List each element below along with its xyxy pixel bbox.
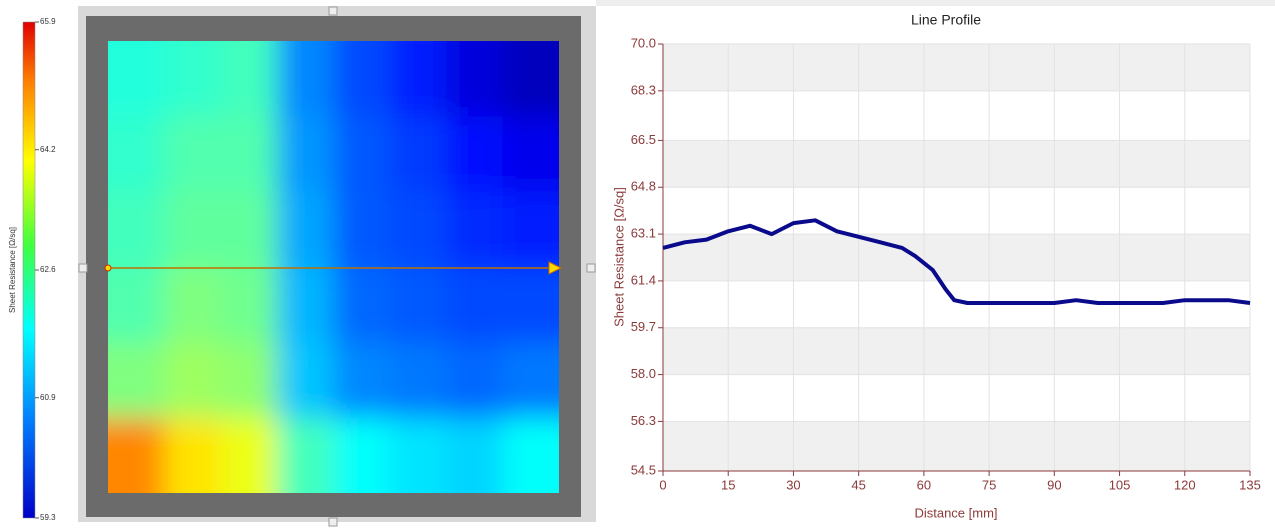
heatmap-cell — [108, 191, 165, 268]
y-tick-label: 66.5 — [631, 132, 656, 147]
heatmap-cell — [389, 267, 447, 343]
x-tick-label: 120 — [1174, 477, 1196, 492]
profile-start[interactable] — [104, 264, 112, 272]
heatmap-cell — [502, 342, 559, 419]
grid-band — [663, 44, 1250, 91]
y-tick-label: 58.0 — [631, 366, 656, 381]
handle[interactable] — [78, 263, 88, 273]
heatmap-cell — [164, 116, 222, 193]
heatmap-cell — [389, 342, 447, 419]
heatmap-cell — [446, 41, 504, 117]
handle[interactable] — [586, 263, 596, 273]
profile-curve — [662, 218, 1251, 305]
heatmap-cell — [333, 342, 391, 419]
colorbar — [22, 21, 36, 519]
x-tick-label: 90 — [1047, 477, 1061, 492]
handle[interactable] — [328, 517, 338, 527]
x-tick-label: 135 — [1239, 477, 1261, 492]
y-tick-label: 68.3 — [631, 82, 656, 97]
colorbar-label: Sheet Resistance [Ω/sq] — [8, 227, 17, 313]
heatmap-cell — [277, 267, 334, 343]
heatmap-cell — [333, 41, 391, 117]
heatmap-cell — [220, 116, 278, 193]
heatmap-cell — [277, 116, 334, 193]
heatmap-cell — [446, 342, 504, 419]
y-tick-label: 63.1 — [631, 226, 656, 241]
heatmap-cell — [333, 116, 391, 193]
y-tick-label: 56.3 — [631, 413, 656, 428]
heatmap-cell — [164, 342, 222, 419]
heatmap-cell — [277, 191, 334, 268]
y-tick-label: 59.7 — [631, 319, 656, 334]
x-tick-label: 15 — [721, 477, 735, 492]
heatmap-cell — [220, 342, 278, 419]
x-tick-label: 30 — [786, 477, 800, 492]
heatmap-cell — [108, 267, 165, 343]
heatmap-cell — [389, 417, 447, 493]
heatmap-cell — [220, 267, 278, 343]
chart-title: Line Profile — [911, 12, 981, 28]
heatmap-cell — [502, 116, 559, 193]
heatmap-cell — [108, 116, 165, 193]
heatmap-cell — [333, 267, 391, 343]
heatmap-cell — [108, 417, 165, 493]
y-tick-label: 70.0 — [631, 35, 656, 50]
heatmap-cell — [164, 267, 222, 343]
y-axis-label: Sheet Resistance [Ω/sq] — [611, 187, 626, 327]
grid-band — [663, 140, 1250, 188]
heatmap-cell — [277, 41, 334, 117]
grid-band — [663, 234, 1250, 281]
x-tick-label: 75 — [982, 477, 996, 492]
heatmap-cell — [446, 267, 504, 343]
heatmap-cell — [446, 417, 504, 493]
heatmap-cell — [446, 191, 504, 268]
x-tick-label: 45 — [851, 477, 865, 492]
y-tick-label: 64.8 — [631, 179, 656, 194]
x-tick-label: 60 — [917, 477, 931, 492]
heatmap-cell — [108, 41, 165, 117]
heatmap-cell — [164, 417, 222, 493]
grid-band — [663, 421, 1250, 471]
heatmap-cell — [277, 342, 334, 419]
heatmap-cell — [220, 191, 278, 268]
heatmap-cell — [446, 116, 504, 193]
heatmap-cell — [389, 116, 447, 193]
colorbar-tick-label: 59.3 — [40, 513, 56, 522]
heatmap-cell — [333, 191, 391, 268]
heatmap-cell — [220, 41, 278, 117]
heatmap-cell — [502, 191, 559, 268]
heatmap-cell — [164, 41, 222, 117]
colorbar-tick-label: 60.9 — [40, 393, 56, 402]
heatmap-cell — [333, 417, 391, 493]
heatmap — [108, 41, 559, 493]
heatmap-cell — [502, 417, 559, 493]
x-axis-label: Distance [mm] — [914, 505, 997, 520]
x-tick-label: 0 — [659, 477, 666, 492]
y-tick-label: 54.5 — [631, 462, 656, 477]
heatmap-cell — [220, 417, 278, 493]
x-tick-label: 105 — [1109, 477, 1131, 492]
heatmap-cell — [164, 191, 222, 268]
heatmap-cell — [277, 417, 334, 493]
heatmap-cells — [108, 41, 559, 493]
colorbar-tick-label: 62.6 — [40, 265, 56, 274]
top-strip — [596, 0, 1275, 6]
heatmap-cell — [502, 267, 559, 343]
heatmap-cell — [108, 342, 165, 419]
profile-end[interactable] — [548, 261, 563, 275]
heatmap-cell — [389, 191, 447, 268]
handle[interactable] — [328, 6, 338, 16]
colorbar-tick-label: 64.2 — [40, 145, 56, 154]
heatmap-cell — [389, 41, 447, 117]
y-tick-label: 61.4 — [631, 272, 656, 287]
colorbar-tick-label: 65.9 — [40, 17, 56, 26]
heatmap-cell — [502, 41, 559, 117]
grid-band — [663, 327, 1250, 375]
